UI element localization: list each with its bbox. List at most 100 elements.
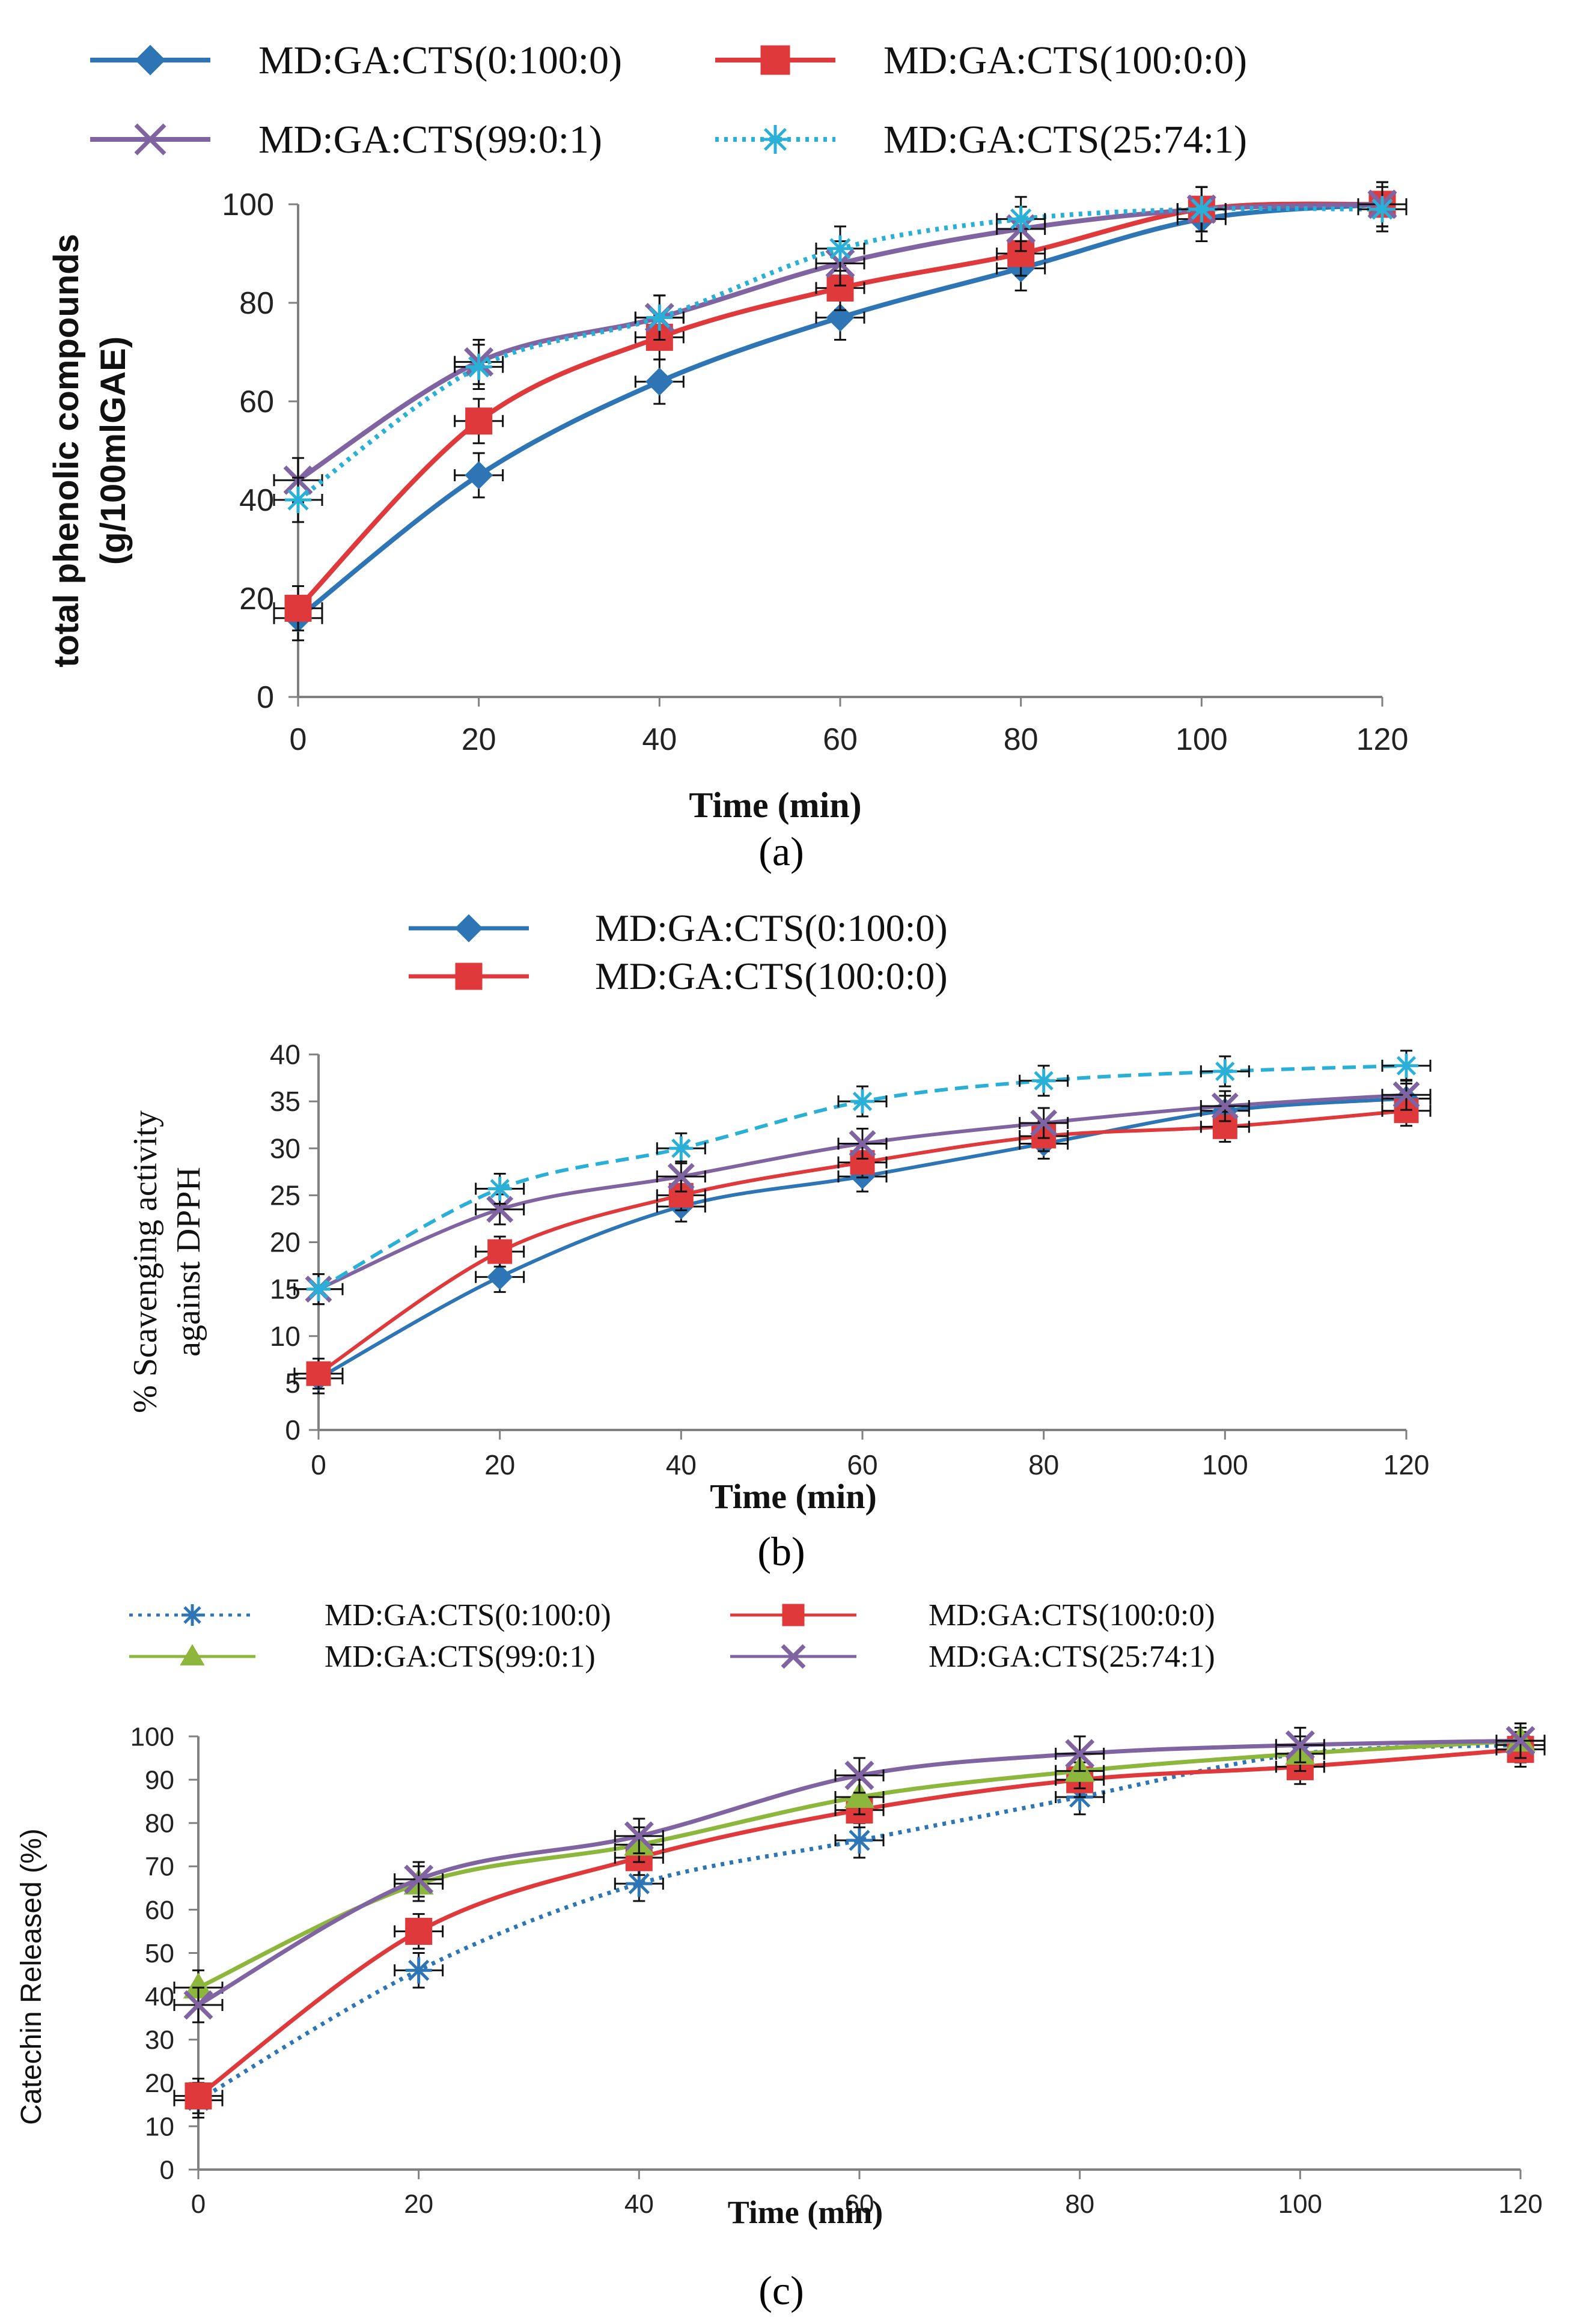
data-point	[1285, 1730, 1315, 1760]
x-tick-label: 20	[484, 1449, 515, 1480]
y-axis-label: % Scavenging activity	[127, 1110, 164, 1413]
data-point	[405, 1917, 433, 1945]
y-tick-label: 30	[145, 2025, 174, 2055]
y-tick-label: 100	[130, 1722, 174, 1751]
x-tick-label: 60	[823, 722, 858, 757]
y-tick-label: 30	[270, 1133, 300, 1164]
y-tick-label: 40	[239, 483, 274, 518]
y-tick-label: 40	[145, 1982, 174, 2012]
data-point	[667, 1163, 695, 1190]
x-tick-label: 80	[1065, 2189, 1094, 2219]
data-point	[1211, 1092, 1239, 1120]
data-point	[465, 461, 493, 490]
data-point	[850, 1089, 874, 1114]
data-point	[284, 594, 312, 622]
y-tick-label: 10	[270, 1321, 300, 1352]
data-point	[486, 1196, 514, 1223]
data-point	[826, 274, 854, 302]
legend-label: MD:GA:CTS(25:74:1)	[883, 118, 1247, 162]
data-point	[285, 487, 311, 513]
x-tick-label: 100	[1202, 1449, 1248, 1480]
x-tick-label: 40	[624, 2189, 654, 2219]
x-axis-label: Time (min)	[689, 785, 861, 825]
data-point	[405, 1957, 432, 1984]
data-point	[307, 1277, 331, 1301]
data-point	[669, 1136, 694, 1161]
data-point	[465, 407, 493, 435]
chart-3: 0 10 20 30 40 50 60 70 80 90 100 0 20 40 60 80 100 120 Tim…	[16, 1598, 1546, 2313]
data-point	[1394, 1053, 1418, 1078]
chart-1: 0 20 40 60 80 100 0 20 40 60 80 100 120 Time (min) tot…	[47, 38, 1408, 874]
x-tick-label: 20	[404, 2189, 433, 2219]
x-tick-label: 120	[1498, 2189, 1542, 2219]
legend-marker	[181, 1604, 203, 1626]
x-tick-label: 120	[1383, 1449, 1430, 1480]
data-point	[624, 1821, 654, 1851]
legend: MD:GA:CTS(0:100:0) MD:GA:CTS(100:0:0) MD:G…	[129, 1598, 1215, 1674]
y-tick-label: 50	[145, 1939, 174, 1968]
panel-label: (b)	[757, 1529, 805, 1574]
data-point	[1392, 1081, 1420, 1109]
data-point	[1007, 205, 1034, 233]
data-point	[1369, 196, 1396, 223]
y-axis-label: against DPPH	[170, 1167, 207, 1357]
legend-marker	[134, 123, 166, 156]
y-tick-label: 40	[270, 1039, 300, 1070]
y-tick-label: 70	[145, 1852, 174, 1882]
legend-marker	[782, 1604, 805, 1626]
data-point	[1188, 196, 1215, 223]
data-point	[1213, 1059, 1237, 1084]
y-tick-label: 90	[145, 1766, 174, 1795]
legend-marker	[180, 1644, 205, 1665]
legend-marker	[454, 914, 483, 943]
legend-label: MD:GA:CTS(0:100:0)	[258, 38, 622, 82]
x-tick-label: 0	[290, 722, 307, 757]
data-point	[826, 303, 855, 332]
y-tick-label: 0	[285, 1414, 300, 1446]
data-point	[844, 1760, 874, 1790]
y-tick-label: 35	[270, 1086, 300, 1117]
legend-marker	[760, 45, 790, 75]
legend: MD:GA:CTS(0:100:0) MD:GA:CTS(100:0:0)	[409, 907, 948, 997]
x-axis-label: Time (min)	[728, 2194, 883, 2230]
data-point	[1031, 1068, 1056, 1093]
legend-label: MD:GA:CTS(99:0:1)	[325, 1640, 596, 1674]
data-point	[1030, 1109, 1058, 1137]
legend-label: MD:GA:CTS(25:74:1)	[929, 1640, 1215, 1674]
legend-marker	[455, 963, 483, 990]
legend-marker	[781, 1644, 806, 1669]
x-tick-label: 0	[311, 1449, 326, 1480]
y-tick-label: 20	[145, 2069, 174, 2098]
series-4	[273, 186, 1408, 523]
data-point	[626, 1870, 653, 1897]
data-point	[846, 1827, 873, 1854]
y-tick-label: 5	[285, 1367, 300, 1399]
y-tick-label: 60	[145, 1896, 174, 1925]
y-tick-label: 80	[145, 1809, 174, 1839]
data-point	[487, 1264, 513, 1290]
y-tick-label: 0	[160, 2155, 174, 2185]
x-tick-label: 60	[845, 2189, 874, 2219]
x-tick-label: 100	[1176, 722, 1228, 757]
data-point	[827, 235, 853, 262]
data-point	[1505, 1726, 1536, 1756]
legend-label: MD:GA:CTS(0:100:0)	[595, 907, 948, 949]
x-tick-label: 40	[642, 722, 677, 757]
data-point	[306, 1361, 331, 1386]
panel-label: (c)	[758, 2268, 804, 2313]
legend-label: MD:GA:CTS(100:0:0)	[929, 1598, 1215, 1632]
data-point	[645, 367, 674, 396]
x-tick-label: 100	[1278, 2189, 1322, 2219]
y-tick-label: 100	[222, 187, 274, 222]
x-tick-label: 40	[666, 1449, 697, 1480]
legend: MD:GA:CTS(0:100:0) MD:GA:CTS(100:0:0) MD:G…	[90, 38, 1247, 162]
y-tick-label: 0	[257, 680, 274, 715]
data-point	[844, 1781, 875, 1808]
y-tick-label: 80	[239, 286, 274, 321]
y-axis-label: Catechin Released (%)	[16, 1828, 47, 2125]
y-tick-label: 60	[239, 385, 274, 419]
data-point	[487, 1239, 513, 1264]
y-tick-label: 20	[239, 582, 274, 616]
legend-marker	[135, 44, 166, 76]
